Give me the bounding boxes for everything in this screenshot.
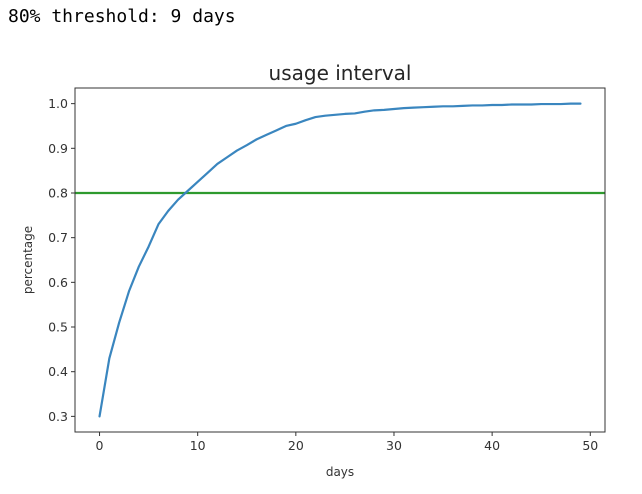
x-axis-label: days — [326, 465, 354, 479]
y-tick-label: 0.9 — [48, 141, 68, 156]
y-axis-label: percentage — [21, 226, 35, 294]
y-tick-label: 0.8 — [48, 185, 68, 200]
y-tick-label: 0.5 — [48, 320, 68, 335]
x-tick-label: 0 — [96, 438, 104, 453]
plot-area: 0 10 20 30 40 50 0.3 0.4 0.5 0.6 0.7 0.8 0.9 1.0 — [48, 87, 606, 453]
y-tick-label: 0.3 — [48, 409, 68, 424]
plot-frame — [74, 87, 606, 433]
series-line — [98, 102, 582, 418]
y-tick-label: 0.6 — [48, 275, 68, 290]
chart-title: usage interval — [269, 61, 412, 85]
x-tick-label: 40 — [484, 438, 500, 453]
x-tick-label: 30 — [386, 438, 402, 453]
y-tick-label: 0.7 — [48, 230, 68, 245]
x-tick-label: 50 — [582, 438, 598, 453]
x-tick-label: 10 — [190, 438, 206, 453]
y-tick-label: 0.4 — [48, 364, 68, 379]
y-tick-label: 1.0 — [48, 96, 68, 111]
x-tick-label: 20 — [288, 438, 304, 453]
output-text: 80% threshold: 9 days — [8, 6, 236, 27]
